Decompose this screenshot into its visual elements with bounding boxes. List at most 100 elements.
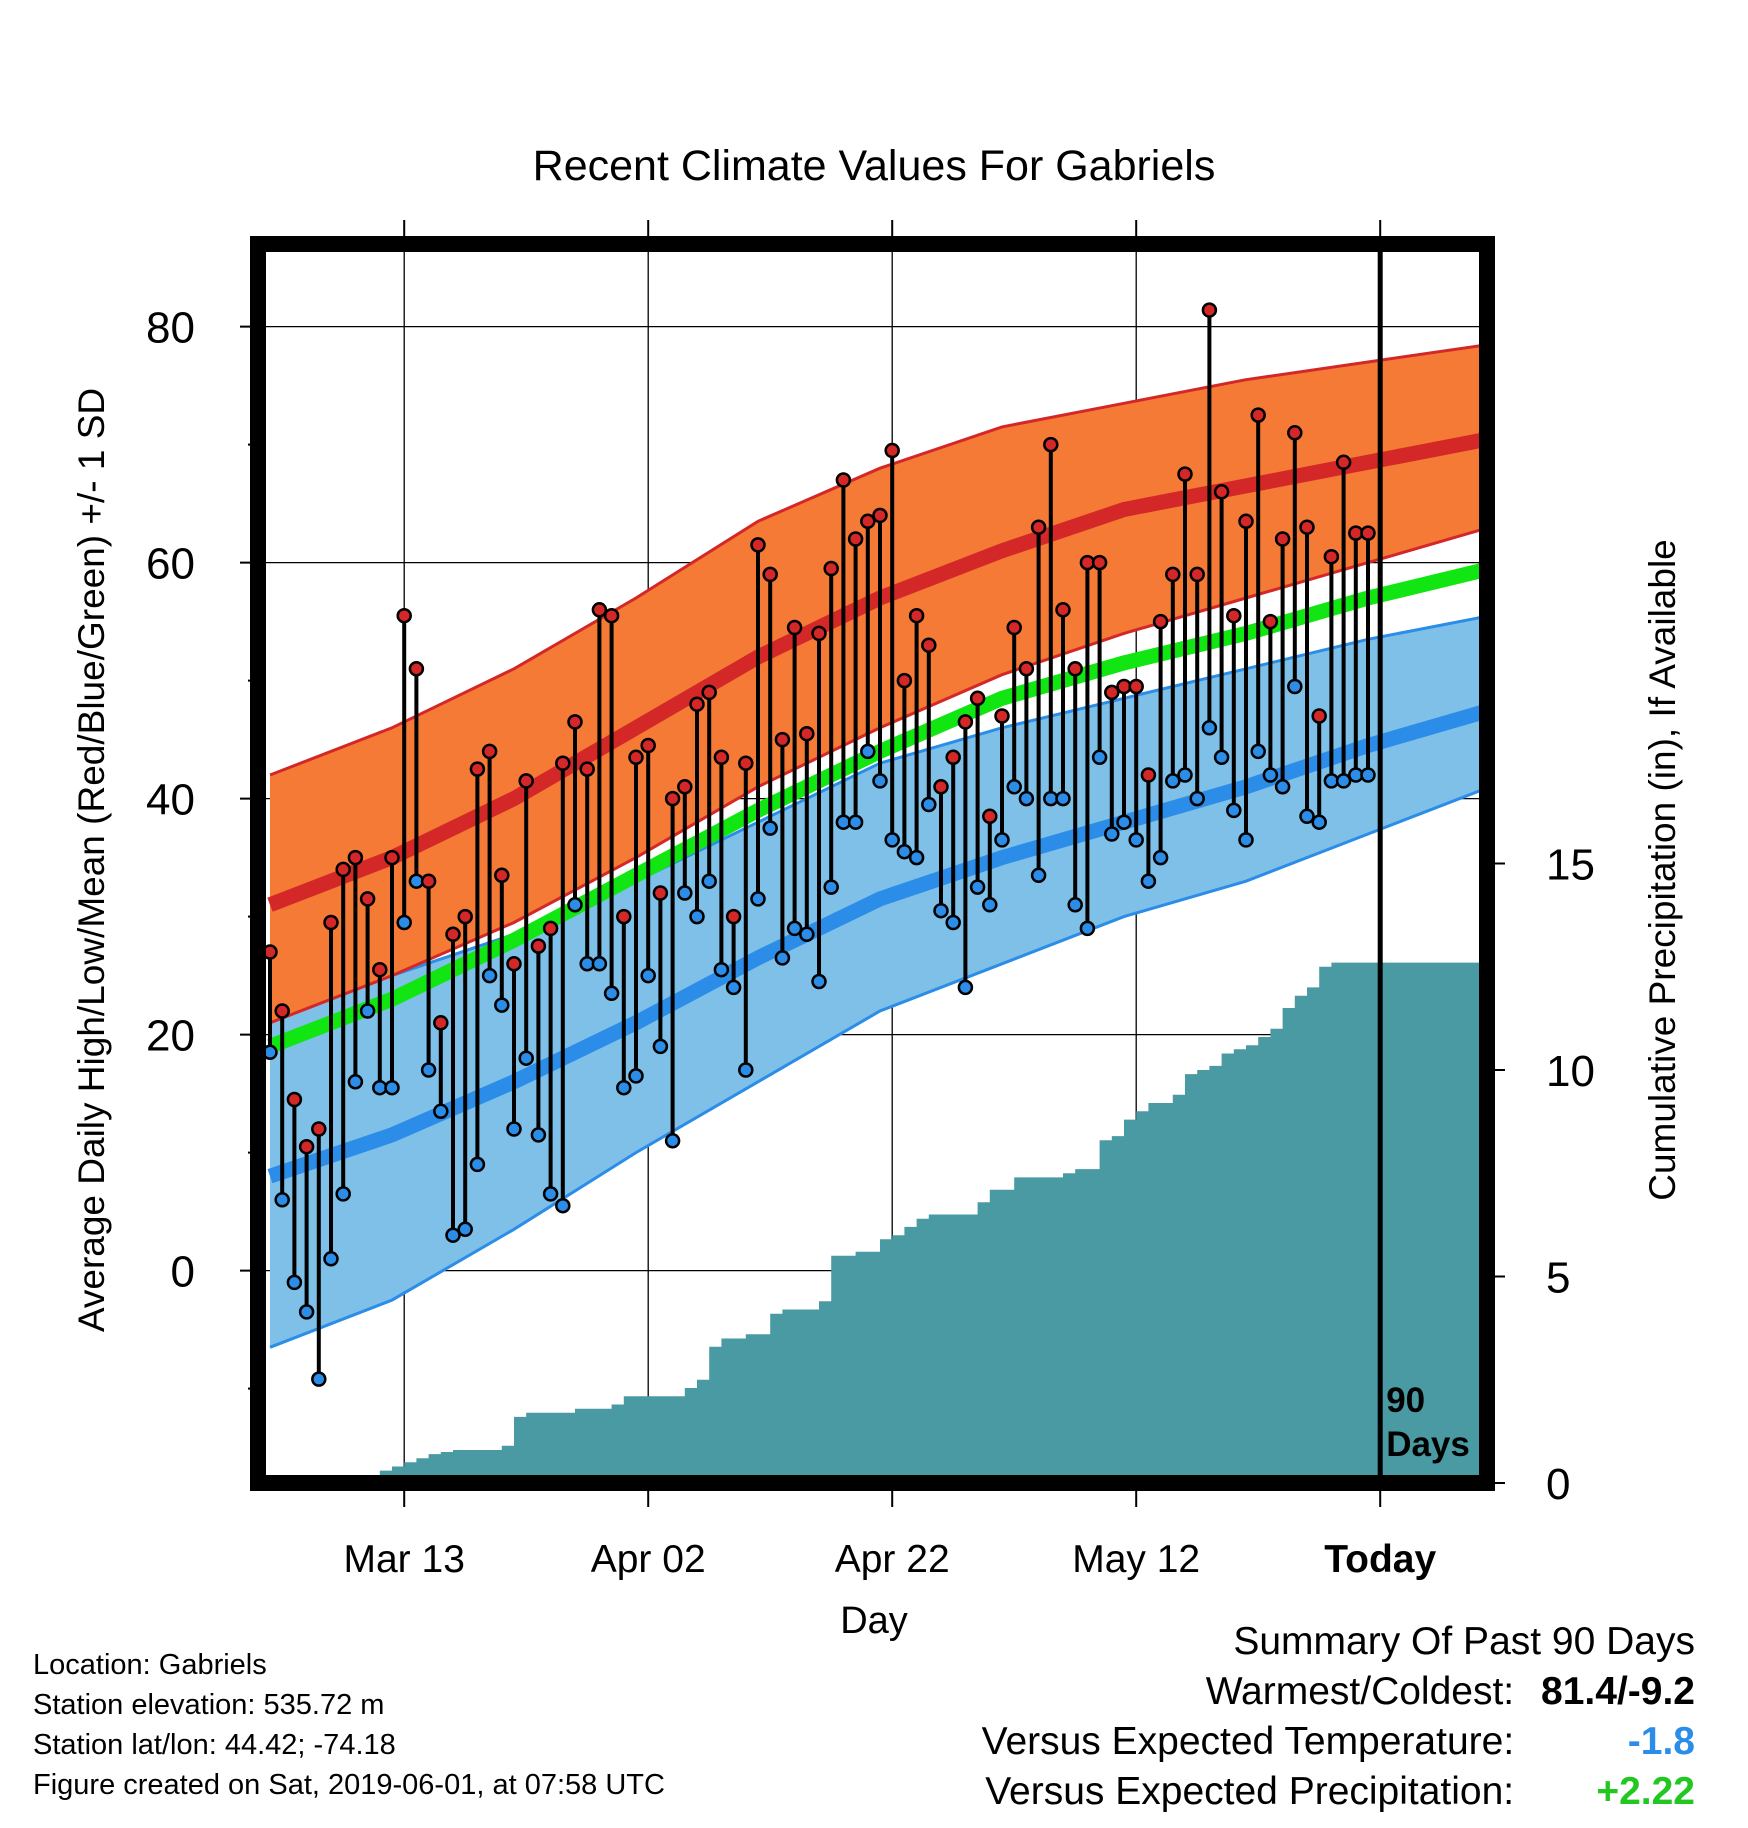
daily-low-point — [1116, 814, 1132, 830]
daily-high-point — [1189, 566, 1205, 583]
daily-low-point — [677, 885, 693, 901]
daily-high-point — [542, 920, 559, 937]
daily-low-point — [616, 1079, 632, 1096]
daily-low-point — [433, 1103, 449, 1120]
low-sd-lower-edge — [269, 786, 1487, 1349]
daily-high-point — [286, 1091, 303, 1108]
daily-high-point — [1213, 484, 1230, 500]
daily-high-point — [957, 714, 974, 730]
daily-low-point — [725, 979, 742, 996]
plot-area: 90 Days — [258, 244, 1487, 1483]
x-axis-label: Day — [840, 1600, 908, 1642]
created-text: Figure created on Sat, 2019-06-01, at 07… — [33, 1769, 665, 1801]
summary-row-extremes: Warmest/Coldest: 81.4/-9.2 — [982, 1667, 1695, 1717]
x-tick-label: May 12 — [1072, 1538, 1200, 1581]
daily-high-point — [1018, 661, 1035, 677]
daily-high-point — [445, 926, 461, 943]
y-axis-label: Average Daily High/Low/Mean (Red/Blue/Gr… — [71, 388, 112, 1332]
daily-high-point — [762, 566, 778, 583]
daily-high-point — [994, 708, 1010, 724]
daily-low-point — [335, 1186, 351, 1202]
daily-low-point — [957, 979, 974, 996]
daily-low-point — [1226, 802, 1242, 819]
daily-low-point — [1177, 767, 1193, 783]
axes: 0 20 40 60 80 0 5 10 15 Mar 13 Apr 02 Apr 22 May 12 T… — [146, 220, 1595, 1581]
summary-panel: Summary Of Past 90 Days Warmest/Coldest:… — [982, 1617, 1695, 1817]
daily-low-point — [1287, 678, 1303, 695]
daily-high-point — [725, 908, 742, 925]
daily-high-point — [872, 507, 888, 524]
y-tick-label: 40 — [146, 776, 195, 825]
elevation-text: Station elevation: 535.72 m — [33, 1689, 385, 1721]
daily-high-point — [1104, 684, 1120, 701]
daily-low-point — [298, 1304, 315, 1320]
daily-low-point — [1030, 867, 1047, 884]
daily-low-point — [494, 997, 510, 1013]
daily-high-point — [969, 690, 986, 707]
daily-high-point — [1360, 525, 1376, 541]
daily-low-point — [359, 1003, 376, 1019]
y2-tick-label: 0 — [1546, 1460, 1570, 1509]
daily-high-point — [433, 1015, 449, 1031]
daily-high-point — [1287, 425, 1303, 441]
y2-tick-label: 15 — [1546, 841, 1595, 890]
daily-high-point — [652, 885, 669, 901]
daily-high-point — [457, 908, 473, 925]
daily-low-point — [396, 914, 412, 931]
daily-low-point — [591, 956, 608, 972]
daily-high-point — [1006, 619, 1022, 636]
daily-high-point — [603, 607, 620, 624]
daily-low-point — [445, 1227, 461, 1243]
daily-low-point — [1006, 779, 1022, 795]
precip-anomaly-label: Versus Expected Precipitation: — [985, 1770, 1515, 1813]
daily-low-point — [481, 967, 498, 984]
daily-high-point — [274, 1003, 290, 1019]
daily-high-point — [1335, 454, 1352, 471]
daily-high-point — [701, 684, 717, 701]
daily-high-point — [1311, 708, 1327, 724]
daily-low-point — [1238, 832, 1254, 848]
daily-high-point — [689, 696, 705, 712]
daily-high-point — [1226, 607, 1242, 624]
daily-high-point — [335, 861, 351, 878]
daily-high-point — [408, 661, 425, 677]
daily-high-point — [823, 560, 839, 577]
daily-low-point — [994, 832, 1010, 848]
y-tick-label: 0 — [171, 1248, 195, 1297]
daily-low-point — [1152, 849, 1169, 866]
daily-high-point — [311, 1121, 327, 1137]
daily-high-point — [1250, 407, 1266, 423]
daily-high-point — [506, 956, 522, 972]
daily-high-point — [1055, 602, 1071, 618]
daily-high-point — [420, 873, 437, 889]
daily-high-point — [786, 619, 803, 636]
daily-low-point — [347, 1074, 364, 1090]
daily-low-point — [274, 1192, 290, 1208]
daily-low-point — [1262, 767, 1279, 783]
precip-anomaly-value: +2.22 — [1596, 1770, 1695, 1813]
daily-low-point — [518, 1050, 534, 1066]
daily-low-point — [1335, 773, 1352, 789]
daily-high-point — [518, 773, 534, 789]
daily-high-point — [774, 731, 791, 748]
summary-title: Summary Of Past 90 Days — [1233, 1620, 1695, 1663]
daily-low-point — [786, 920, 803, 937]
daily-high-point — [1262, 613, 1279, 630]
daily-low-point — [286, 1274, 303, 1291]
warmest-coldest-label: Warmest/Coldest: — [1205, 1670, 1515, 1713]
daily-high-point — [799, 725, 815, 742]
daily-high-point — [713, 749, 730, 766]
normal-low-line — [267, 703, 1487, 1184]
daily-high-point — [530, 938, 547, 954]
daily-high-point — [323, 914, 339, 931]
daily-low-point — [750, 891, 766, 907]
daily-high-point — [628, 749, 644, 766]
temp-anomaly-value: -1.8 — [1627, 1720, 1695, 1763]
daily-high-point — [945, 749, 961, 766]
daily-high-point — [921, 637, 937, 653]
daily-low-point — [555, 1197, 571, 1214]
daily-high-point — [298, 1138, 315, 1155]
x-tick-label: Apr 22 — [835, 1538, 950, 1581]
daily-low-point — [323, 1251, 339, 1267]
daily-low-point — [420, 1062, 437, 1078]
